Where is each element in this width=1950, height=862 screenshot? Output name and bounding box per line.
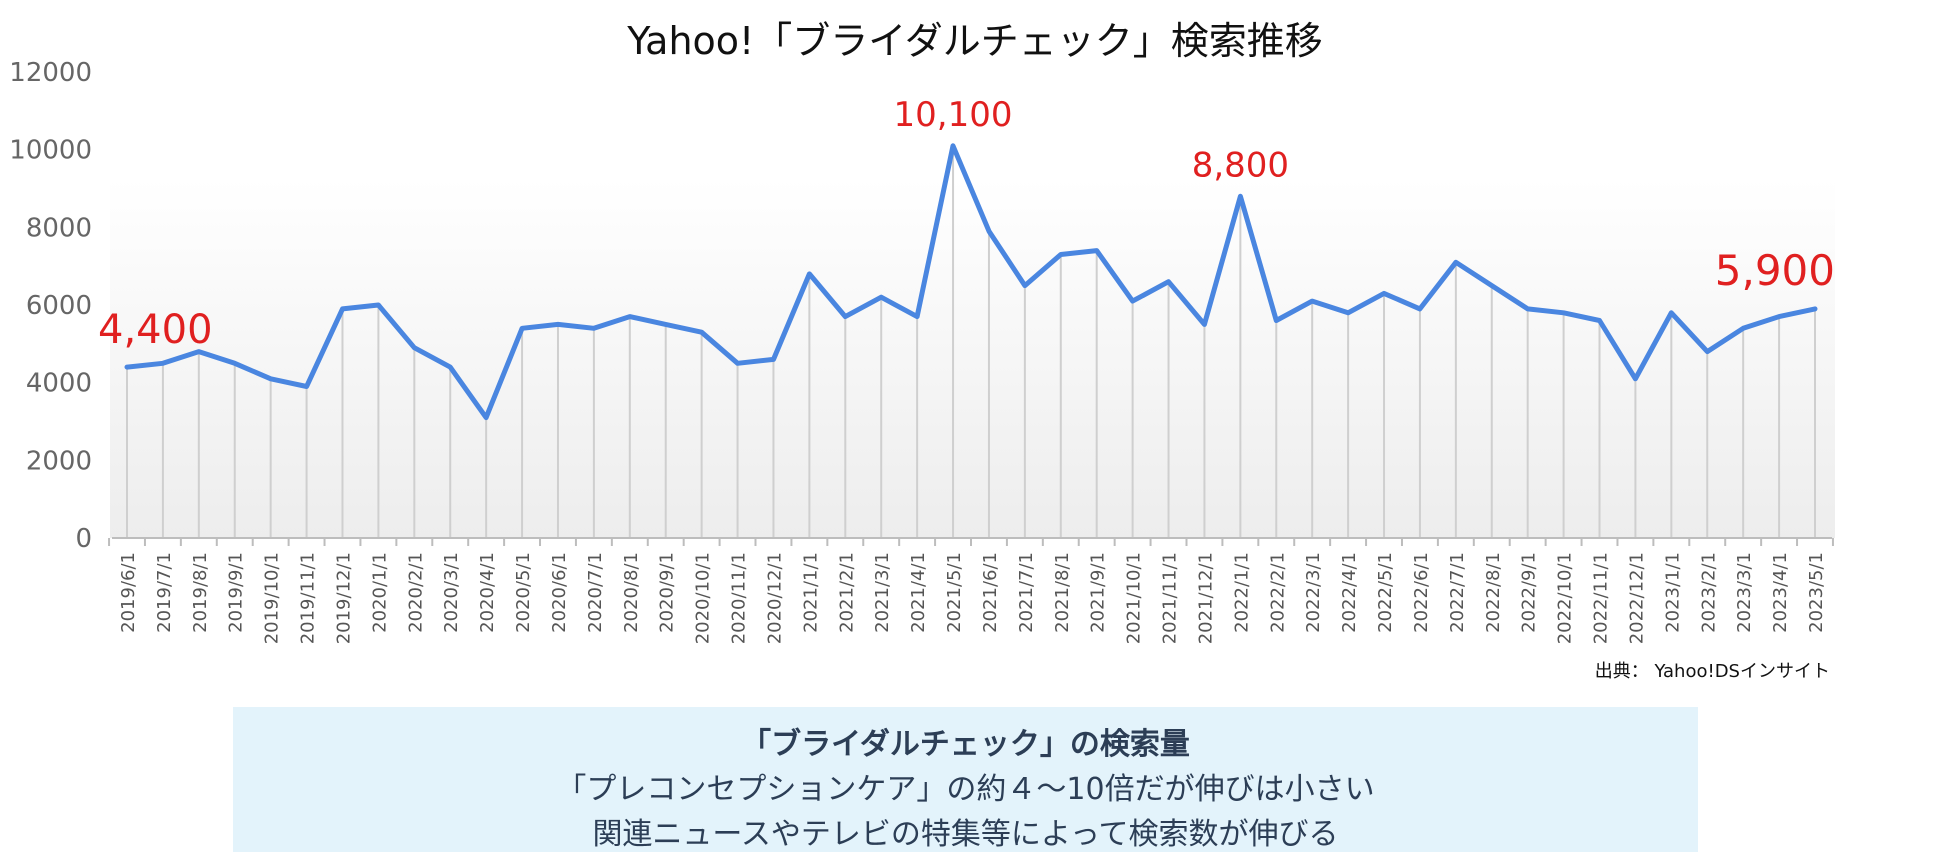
value-annotation: 5,900	[1715, 246, 1835, 295]
x-tick-label: 2023/5/1	[1806, 552, 1827, 633]
x-tick-label: 2022/3/1	[1303, 552, 1324, 633]
x-tick-labels: 2019/6/1 2019/7/1 2019/8/1 2019/9/1 2019/10/…	[118, 552, 1827, 644]
drop-lines	[126, 145, 1816, 538]
x-tick-label: 2021/10/1	[1124, 552, 1145, 644]
x-tick-label: 2023/2/1	[1698, 552, 1719, 633]
x-tick-label: 2022/2/1	[1267, 552, 1288, 633]
x-tick-label: 2021/2/1	[836, 552, 857, 633]
x-tick-label: 2019/9/1	[226, 552, 247, 633]
x-tick-label: 2022/8/1	[1483, 552, 1504, 633]
x-tick-label: 2022/6/1	[1411, 552, 1432, 633]
y-tick-label: 8000	[26, 213, 92, 243]
x-tick-label: 2019/11/1	[298, 552, 319, 644]
x-tick-label: 2020/6/1	[549, 552, 570, 633]
summary-line-2: 「プレコンセプションケア」の約４〜10倍だが伸びは小さい	[556, 772, 1375, 807]
x-tick-label: 2020/2/1	[405, 552, 426, 633]
x-tick-label: 2019/10/1	[262, 552, 283, 644]
x-tick-label: 2020/3/1	[441, 552, 462, 633]
y-tick-label: 4000	[26, 369, 92, 399]
summary-line-3: 関連ニュースやテレビの特集等によって検索数が伸びる	[592, 817, 1339, 852]
value-annotation: 8,800	[1192, 145, 1289, 185]
x-tick-label: 2020/5/1	[513, 552, 534, 633]
x-tick-label: 2020/10/1	[693, 552, 714, 644]
source-note: 出典： Yahoo!DSインサイト	[1594, 661, 1830, 682]
x-tick-label: 2021/4/1	[908, 552, 929, 633]
x-tick-label: 2021/8/1	[1052, 552, 1073, 633]
x-tick-label: 2022/12/1	[1626, 552, 1647, 644]
x-tick-label: 2019/12/1	[333, 552, 354, 644]
x-tick-label: 2020/11/1	[729, 552, 750, 644]
x-tick-label: 2020/7/1	[585, 552, 606, 633]
y-tick-label: 6000	[26, 291, 92, 321]
value-annotation: 10,100	[894, 95, 1013, 135]
value-annotation: 4,400	[98, 307, 213, 353]
x-tick-label: 2020/8/1	[621, 552, 642, 633]
x-tick-label: 2020/9/1	[657, 552, 678, 633]
x-tick-label: 2022/5/1	[1375, 552, 1396, 633]
series-line	[124, 143, 1818, 421]
x-tick-label: 2021/6/1	[980, 552, 1001, 633]
summary-line-1: 「ブライダルチェック」の検索量	[741, 727, 1190, 762]
plot-background	[110, 178, 1835, 538]
x-tick-label: 2021/1/1	[800, 552, 821, 633]
x-tick-label: 2021/5/1	[944, 552, 965, 633]
x-tick-label: 2022/9/1	[1519, 552, 1540, 633]
y-tick-label: 10000	[9, 136, 92, 166]
peak-annotations: 4,400 10,100 8,800 5,900	[98, 95, 1835, 353]
y-tick-label: 0	[75, 524, 92, 554]
x-tick-label: 2023/3/1	[1734, 552, 1755, 633]
x-tick-label: 2021/12/1	[1195, 552, 1216, 644]
x-tick-label: 2022/1/1	[1231, 552, 1252, 633]
x-tick-label: 2022/11/1	[1591, 552, 1612, 644]
y-tick-label: 2000	[26, 446, 92, 476]
x-axis	[108, 537, 1834, 546]
y-axis-labels: 0 2000 4000 6000 8000 10000 12000	[9, 58, 92, 554]
x-tick-label: 2020/12/1	[764, 552, 785, 644]
chart-title: Yahoo!「ブライダルチェック」検索推移	[626, 19, 1323, 63]
x-tick-label: 2021/3/1	[872, 552, 893, 633]
x-tick-label: 2023/1/1	[1662, 552, 1683, 633]
x-tick-label: 2021/7/1	[1016, 552, 1037, 633]
x-tick-label: 2022/7/1	[1447, 552, 1468, 633]
x-tick-label: 2019/6/1	[118, 552, 139, 633]
x-tick-label: 2022/4/1	[1339, 552, 1360, 633]
y-tick-label: 12000	[9, 58, 92, 88]
x-tick-label: 2019/8/1	[190, 552, 211, 633]
line-chart: Yahoo!「ブライダルチェック」検索推移 0 2000 4000 6000 8000 1…	[9, 19, 1835, 644]
x-tick-label: 2020/4/1	[477, 552, 498, 633]
summary-box: 「ブライダルチェック」の検索量 「プレコンセプションケア」の約４〜10倍だが伸び…	[233, 707, 1698, 852]
x-tick-label: 2021/9/1	[1088, 552, 1109, 633]
x-tick-label: 2023/4/1	[1770, 552, 1791, 633]
x-tick-label: 2019/7/1	[154, 552, 175, 633]
x-tick-label: 2022/10/1	[1555, 552, 1576, 644]
x-tick-label: 2020/1/1	[369, 552, 390, 633]
x-tick-label: 2021/11/1	[1160, 552, 1181, 644]
